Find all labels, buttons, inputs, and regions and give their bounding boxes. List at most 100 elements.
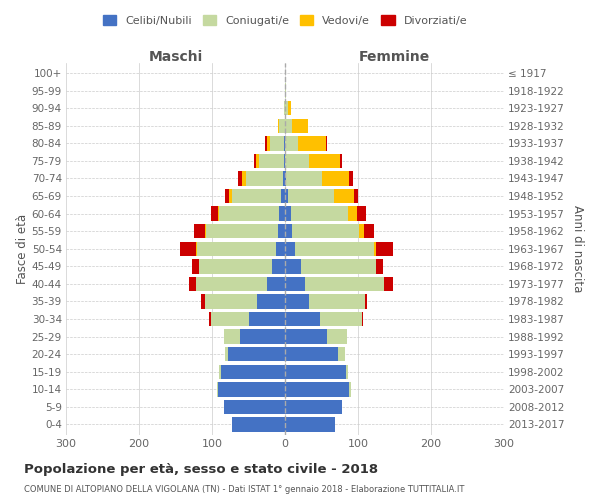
Text: Femmine: Femmine (359, 50, 430, 64)
Bar (284, 154, 285, 168)
Bar (180, 242, 196, 256)
Bar (364, 224, 374, 238)
Bar (269, 136, 284, 150)
Bar (220, 206, 279, 221)
Bar (272, 259, 285, 274)
Bar (205, 294, 257, 308)
Text: COMUNE DI ALTOPIANO DELLA VIGOLANA (TN) - Dati ISTAT 1° gennaio 2018 - Elaborazi: COMUNE DI ALTOPIANO DELLA VIGOLANA (TN) … (24, 485, 464, 494)
Bar (225, 347, 228, 362)
Bar (349, 172, 353, 185)
Bar (295, 242, 374, 256)
Bar (248, 312, 285, 326)
Bar (242, 172, 247, 185)
Bar (285, 206, 291, 221)
Y-axis label: Anni di nascita: Anni di nascita (571, 205, 584, 292)
Bar (376, 259, 383, 274)
Bar (217, 382, 218, 396)
Bar (211, 206, 218, 221)
Bar (278, 118, 279, 133)
Bar (197, 242, 276, 256)
Bar (328, 330, 347, 344)
Bar (238, 172, 242, 185)
Bar (188, 276, 196, 291)
Bar (305, 276, 384, 291)
Bar (285, 172, 286, 185)
Bar (221, 364, 285, 379)
Bar (218, 382, 285, 396)
Bar (283, 172, 285, 185)
Bar (279, 118, 285, 133)
Bar (196, 242, 197, 256)
Bar (276, 242, 285, 256)
Bar (285, 101, 288, 116)
Bar (285, 382, 349, 396)
Bar (309, 154, 340, 168)
Bar (224, 330, 240, 344)
Bar (224, 400, 285, 414)
Bar (320, 312, 362, 326)
Bar (309, 294, 365, 308)
Bar (357, 206, 366, 221)
Bar (228, 347, 285, 362)
Bar (285, 347, 338, 362)
Bar (205, 224, 206, 238)
Bar (285, 294, 309, 308)
Bar (291, 206, 348, 221)
Bar (292, 118, 308, 133)
Bar (232, 418, 285, 432)
Bar (265, 136, 267, 150)
Bar (285, 224, 292, 238)
Bar (285, 400, 342, 414)
Bar (279, 206, 285, 221)
Bar (256, 154, 259, 168)
Bar (285, 189, 288, 203)
Bar (288, 189, 334, 203)
Bar (288, 101, 291, 116)
Bar (285, 330, 328, 344)
Bar (218, 206, 220, 221)
Bar (257, 294, 285, 308)
Bar (220, 364, 221, 379)
Bar (247, 172, 283, 185)
Bar (285, 312, 320, 326)
Bar (292, 224, 359, 238)
Bar (194, 224, 205, 238)
Bar (362, 312, 363, 326)
Bar (240, 330, 285, 344)
Bar (285, 242, 295, 256)
Bar (334, 189, 355, 203)
Bar (285, 154, 309, 168)
Bar (281, 189, 285, 203)
Bar (384, 276, 393, 291)
Bar (267, 136, 269, 150)
Bar (259, 154, 284, 168)
Bar (284, 136, 285, 150)
Bar (285, 118, 292, 133)
Y-axis label: Fasce di età: Fasce di età (16, 214, 29, 284)
Bar (359, 224, 364, 238)
Bar (225, 189, 229, 203)
Bar (346, 364, 348, 379)
Bar (285, 84, 286, 98)
Bar (229, 189, 232, 203)
Bar (348, 206, 357, 221)
Bar (206, 224, 278, 238)
Bar (211, 312, 248, 326)
Bar (376, 242, 393, 256)
Bar (284, 101, 285, 116)
Bar (201, 294, 205, 308)
Bar (338, 347, 345, 362)
Bar (340, 154, 342, 168)
Bar (267, 276, 285, 291)
Bar (285, 364, 346, 379)
Bar (326, 136, 328, 150)
Bar (285, 276, 305, 291)
Bar (285, 418, 335, 432)
Bar (286, 172, 322, 185)
Bar (374, 242, 376, 256)
Bar (209, 312, 211, 326)
Bar (278, 224, 285, 238)
Bar (301, 259, 376, 274)
Bar (285, 259, 301, 274)
Bar (285, 136, 298, 150)
